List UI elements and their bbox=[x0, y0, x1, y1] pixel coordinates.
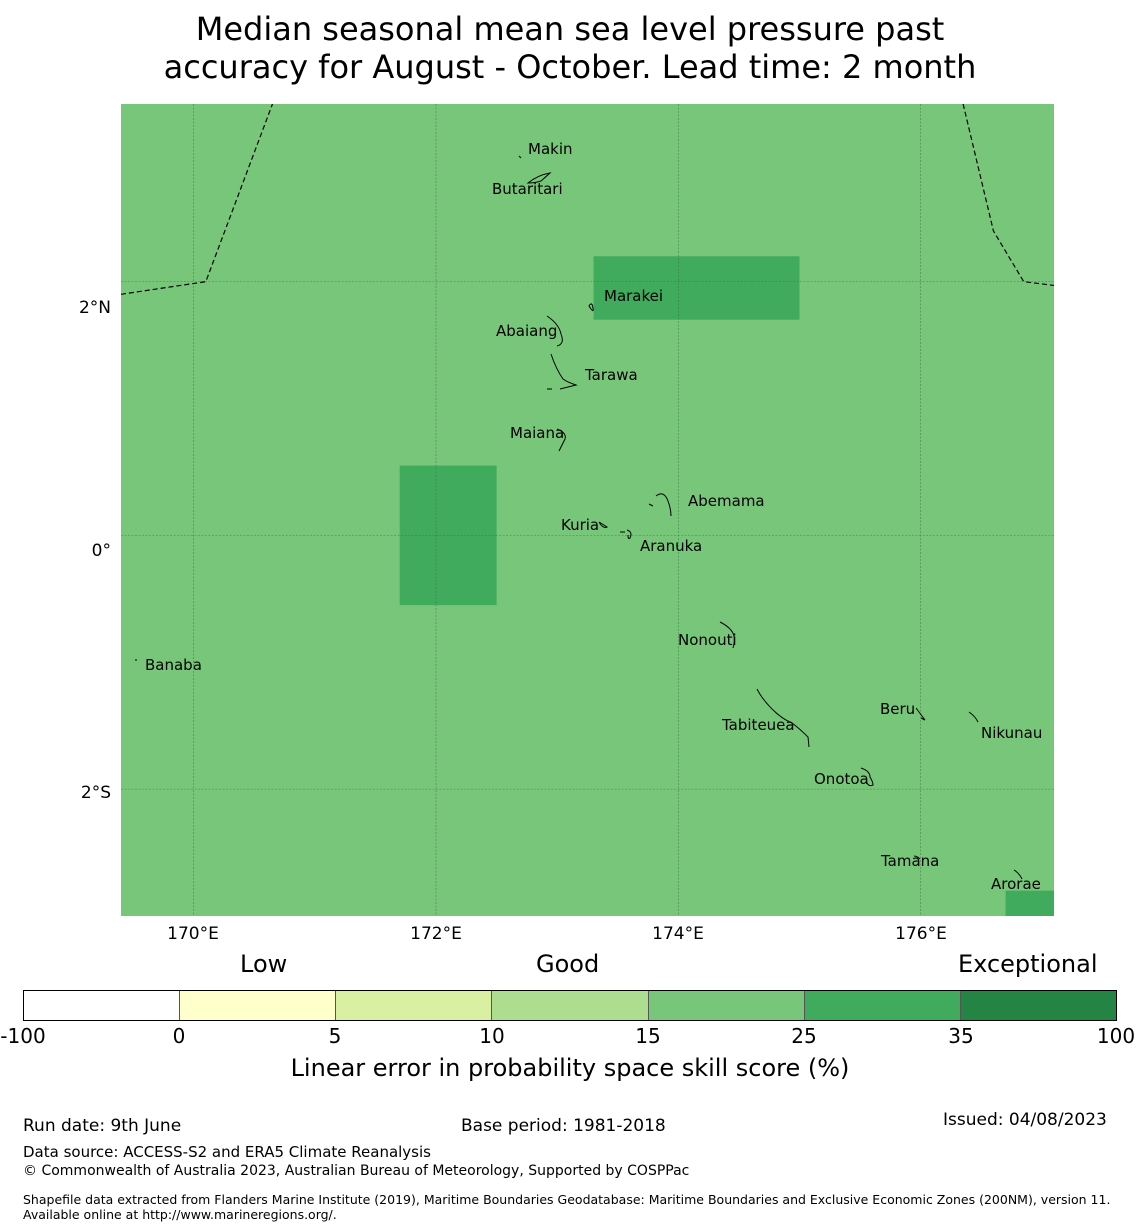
base-period: Base period: 1981-2018 bbox=[461, 1116, 666, 1136]
colorbar-tick: 0 bbox=[172, 1024, 186, 1048]
x-tick-174e: 174°E bbox=[652, 924, 704, 944]
x-tick-172e: 172°E bbox=[410, 924, 462, 944]
colorbar-segment-5 bbox=[648, 991, 805, 1020]
graticule bbox=[121, 104, 1054, 916]
colorbar-segment-2 bbox=[180, 991, 337, 1020]
map-canvas[interactable]: Makin Butaritari Marakei Abaiang Tarawa … bbox=[121, 104, 1054, 916]
x-tick-170e: 170°E bbox=[167, 924, 219, 944]
island-label-banaba: Banaba bbox=[145, 656, 202, 674]
eez-boundary-west bbox=[121, 104, 274, 295]
colorbar-segment-6 bbox=[804, 991, 961, 1020]
shapefile-credit: Shapefile data extracted from Flanders M… bbox=[23, 1192, 1111, 1222]
map-panel[interactable]: Makin Butaritari Marakei Abaiang Tarawa … bbox=[121, 104, 1054, 916]
colorbar-tick: 5 bbox=[328, 1024, 342, 1048]
island-outline-tabiteuea bbox=[756, 688, 810, 748]
island-label-abemama: Abemama bbox=[688, 492, 765, 510]
island-label-beru: Beru bbox=[880, 700, 915, 718]
colorbar-label: Linear error in probability space skill … bbox=[290, 1054, 850, 1082]
y-tick-2n: 2°N bbox=[78, 298, 111, 318]
island-label-maiana: Maiana bbox=[510, 424, 564, 442]
colorbar-tick: 100 bbox=[1096, 1024, 1136, 1048]
colorbar-tick: 10 bbox=[479, 1024, 505, 1048]
island-outline-nikunau bbox=[968, 711, 979, 723]
island-label-tarawa: Tarawa bbox=[584, 366, 638, 384]
island-label-tabiteuea: Tabiteuea bbox=[721, 716, 795, 734]
island-outline-kuria bbox=[598, 521, 608, 528]
legend-category-good: Good bbox=[536, 950, 600, 978]
island-label-butaritari: Butaritari bbox=[492, 180, 563, 198]
skill-background bbox=[121, 104, 1054, 916]
colorbar-tick: 15 bbox=[635, 1024, 661, 1048]
island-outline-abaiang bbox=[546, 315, 563, 347]
island-label-tamana: Tamana bbox=[880, 852, 939, 870]
colorbar-segment-4 bbox=[492, 991, 649, 1020]
legend-category-exceptional: Exceptional bbox=[958, 950, 1098, 978]
island-label-arorae: Arorae bbox=[991, 875, 1041, 893]
colorbar-segment-1 bbox=[24, 991, 181, 1020]
island-outline-onotoa bbox=[860, 767, 874, 787]
island-label-makin: Makin bbox=[528, 140, 573, 158]
island-outline-abemama bbox=[648, 493, 672, 517]
island-outline-tamana bbox=[913, 855, 921, 860]
island-label-nonouti: Nonouti bbox=[678, 631, 737, 649]
island-label-abaiang: Abaiang bbox=[496, 322, 557, 340]
y-tick-0: 0° bbox=[91, 541, 111, 561]
colorbar-segment-7 bbox=[960, 991, 1116, 1020]
legend-category-low: Low bbox=[240, 950, 288, 978]
copyright: © Commonwealth of Australia 2023, Austra… bbox=[23, 1163, 690, 1179]
island-outline-makin bbox=[518, 155, 522, 159]
title-line-1: Median seasonal mean sea level pressure … bbox=[195, 10, 945, 48]
island-outline-maiana bbox=[556, 428, 566, 452]
colorbar-tick: 35 bbox=[948, 1024, 974, 1048]
title-line-2: accuracy for August - October. Lead time… bbox=[163, 48, 977, 86]
colorbar-tick: 25 bbox=[791, 1024, 817, 1048]
map-title: Median seasonal mean sea level pressure … bbox=[0, 10, 1140, 86]
island-outline-beru bbox=[915, 707, 926, 721]
island-outline-tarawa bbox=[547, 353, 578, 390]
island-labels: Makin Butaritari Marakei Abaiang Tarawa … bbox=[145, 140, 1042, 893]
island-label-aranuka: Aranuka bbox=[640, 537, 702, 555]
island-outline-butaritari bbox=[526, 172, 552, 184]
island-outlines bbox=[135, 155, 1023, 880]
colorbar-segment-3 bbox=[336, 991, 493, 1020]
island-label-kuria: Kuria bbox=[561, 516, 599, 534]
colorbar bbox=[23, 990, 1117, 1021]
island-label-marakei: Marakei bbox=[604, 287, 663, 305]
eez-boundary-east bbox=[962, 104, 1054, 287]
island-outline-nonouti bbox=[719, 621, 735, 649]
highlight-cell-3 bbox=[1005, 890, 1054, 916]
x-tick-176e: 176°E bbox=[895, 924, 947, 944]
island-outline-arorae bbox=[1013, 869, 1023, 880]
data-source: Data source: ACCESS-S2 and ERA5 Climate … bbox=[23, 1143, 431, 1161]
issued-date: Issued: 04/08/2023 bbox=[943, 1110, 1107, 1130]
island-outline-aranuka bbox=[620, 529, 632, 540]
island-label-nikunau: Nikunau bbox=[981, 724, 1042, 742]
y-tick-2s: 2°S bbox=[80, 783, 111, 803]
highlight-cell-1 bbox=[593, 256, 800, 320]
eez-boundaries bbox=[121, 104, 1054, 295]
colorbar-tick: -100 bbox=[0, 1024, 46, 1048]
island-outline-marakei bbox=[588, 303, 594, 312]
run-date: Run date: 9th June bbox=[23, 1116, 182, 1136]
island-label-onotoa: Onotoa bbox=[814, 770, 869, 788]
